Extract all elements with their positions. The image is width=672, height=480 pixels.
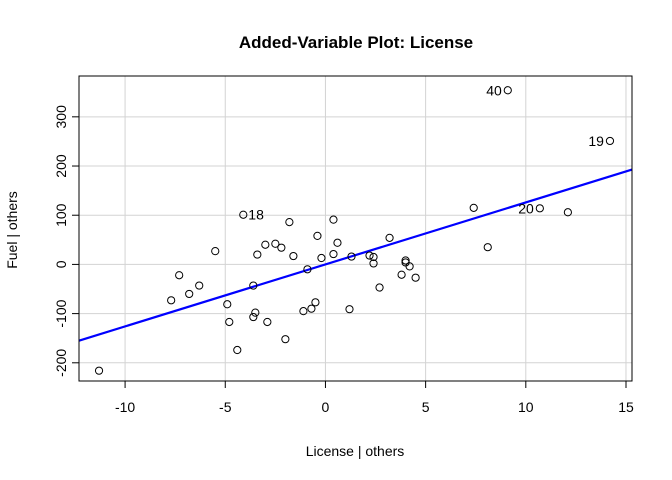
x-axis-label: License | others [306,443,405,459]
data-point-25 [313,231,322,240]
data-point-33 [369,259,378,268]
data-point-40 [405,262,414,271]
grid [79,76,632,381]
plot-frame [78,75,633,382]
y-tick-label-2: 0 [53,260,69,268]
regression-line [78,168,633,342]
data-point-7 [225,317,234,327]
data-point-12 [249,312,258,322]
data-point-41 [411,273,420,282]
data-point-30 [345,305,354,314]
data-point-3 [185,289,194,299]
data-point-10 [249,281,258,290]
data-point-11 [251,308,260,317]
x-tick-label-1: -5 [219,399,232,415]
data-point-47 [605,136,615,146]
data-point-43 [483,243,492,252]
point-label-19: 19 [588,133,604,149]
data-point-35 [375,283,384,292]
data-point-24 [311,298,320,307]
data-point-39 [401,256,410,265]
data-point-17 [277,243,286,252]
y-axis: -200 -100 0 100 200 300 [53,105,80,377]
point-label-20: 20 [518,200,534,216]
x-tick-label-5: 15 [618,399,634,415]
data-points [94,86,615,375]
y-tick-label-3: 100 [53,203,69,227]
chart-title: Added-Variable Plot: License [239,33,473,52]
y-tick-label-4: 200 [53,154,69,178]
x-tick-label-4: 10 [518,399,534,415]
data-point-23 [307,304,316,313]
data-point-37 [397,270,406,279]
data-point-20 [289,251,298,261]
point-label-18: 18 [248,207,264,223]
x-tick-label-3: 5 [422,399,430,415]
data-point-1 [167,296,176,305]
point-label-40: 40 [486,82,502,98]
y-tick-label-1: -100 [53,299,69,327]
data-point-14 [261,240,270,249]
data-point-2 [175,271,184,280]
data-point-27 [329,215,338,224]
regression-line-group [78,168,633,342]
point-labels: 18 40 20 19 [248,82,604,222]
x-tick-label-2: 0 [322,399,330,415]
x-tick-label-0: -10 [115,399,135,415]
data-point-29 [333,238,342,247]
data-point-22 [303,265,312,274]
y-axis-label: Fuel | others [4,191,20,269]
data-point-16 [271,239,280,248]
data-point-36 [385,233,394,242]
data-point-0 [94,366,104,375]
data-point-15 [263,317,272,327]
data-point-34 [369,252,378,262]
y-tick-label-0: -200 [53,349,69,377]
data-point-44 [503,86,512,95]
data-point-46 [563,208,572,217]
data-point-19 [285,218,294,227]
data-point-45 [535,204,544,213]
data-point-13 [253,250,262,259]
data-point-31 [347,252,356,261]
data-point-18 [281,335,290,344]
data-point-21 [299,307,308,316]
data-point-9 [239,210,248,219]
x-axis: -10 -5 0 5 10 15 [115,380,634,415]
data-point-26 [317,253,326,263]
data-point-32 [365,251,374,260]
data-point-42 [469,203,478,212]
data-point-4 [195,281,204,290]
data-point-8 [233,345,242,355]
data-point-28 [329,249,338,259]
data-point-6 [223,300,232,309]
y-tick-label-5: 300 [53,105,69,129]
data-point-5 [211,247,220,256]
